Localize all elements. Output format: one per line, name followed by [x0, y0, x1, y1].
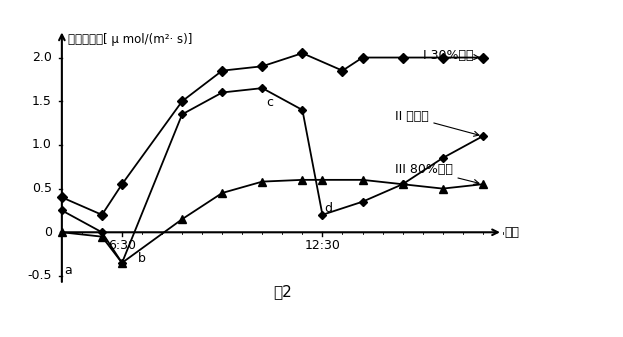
Text: 净光合速率[ μ mol/(m²· s)]: 净光合速率[ μ mol/(m²· s)]	[68, 33, 193, 46]
Text: I 30%遮光: I 30%遮光	[422, 49, 479, 62]
Text: 0: 0	[44, 226, 52, 239]
Text: 1.5: 1.5	[32, 95, 52, 108]
Text: 2.0: 2.0	[32, 51, 52, 64]
Text: c: c	[266, 96, 273, 110]
Text: 图2: 图2	[273, 284, 292, 299]
Text: 时间: 时间	[505, 226, 520, 239]
Text: d: d	[325, 202, 333, 215]
Text: b: b	[138, 252, 146, 265]
Text: 12:30: 12:30	[305, 239, 340, 252]
Text: III 80%遮光: III 80%遮光	[394, 163, 479, 184]
Text: -0.5: -0.5	[27, 270, 52, 282]
Text: 0.5: 0.5	[32, 182, 52, 195]
Text: a: a	[64, 264, 72, 277]
Text: 1.0: 1.0	[32, 139, 52, 151]
Text: 6:30: 6:30	[108, 239, 136, 252]
Text: II 不遮光: II 不遮光	[394, 111, 479, 136]
